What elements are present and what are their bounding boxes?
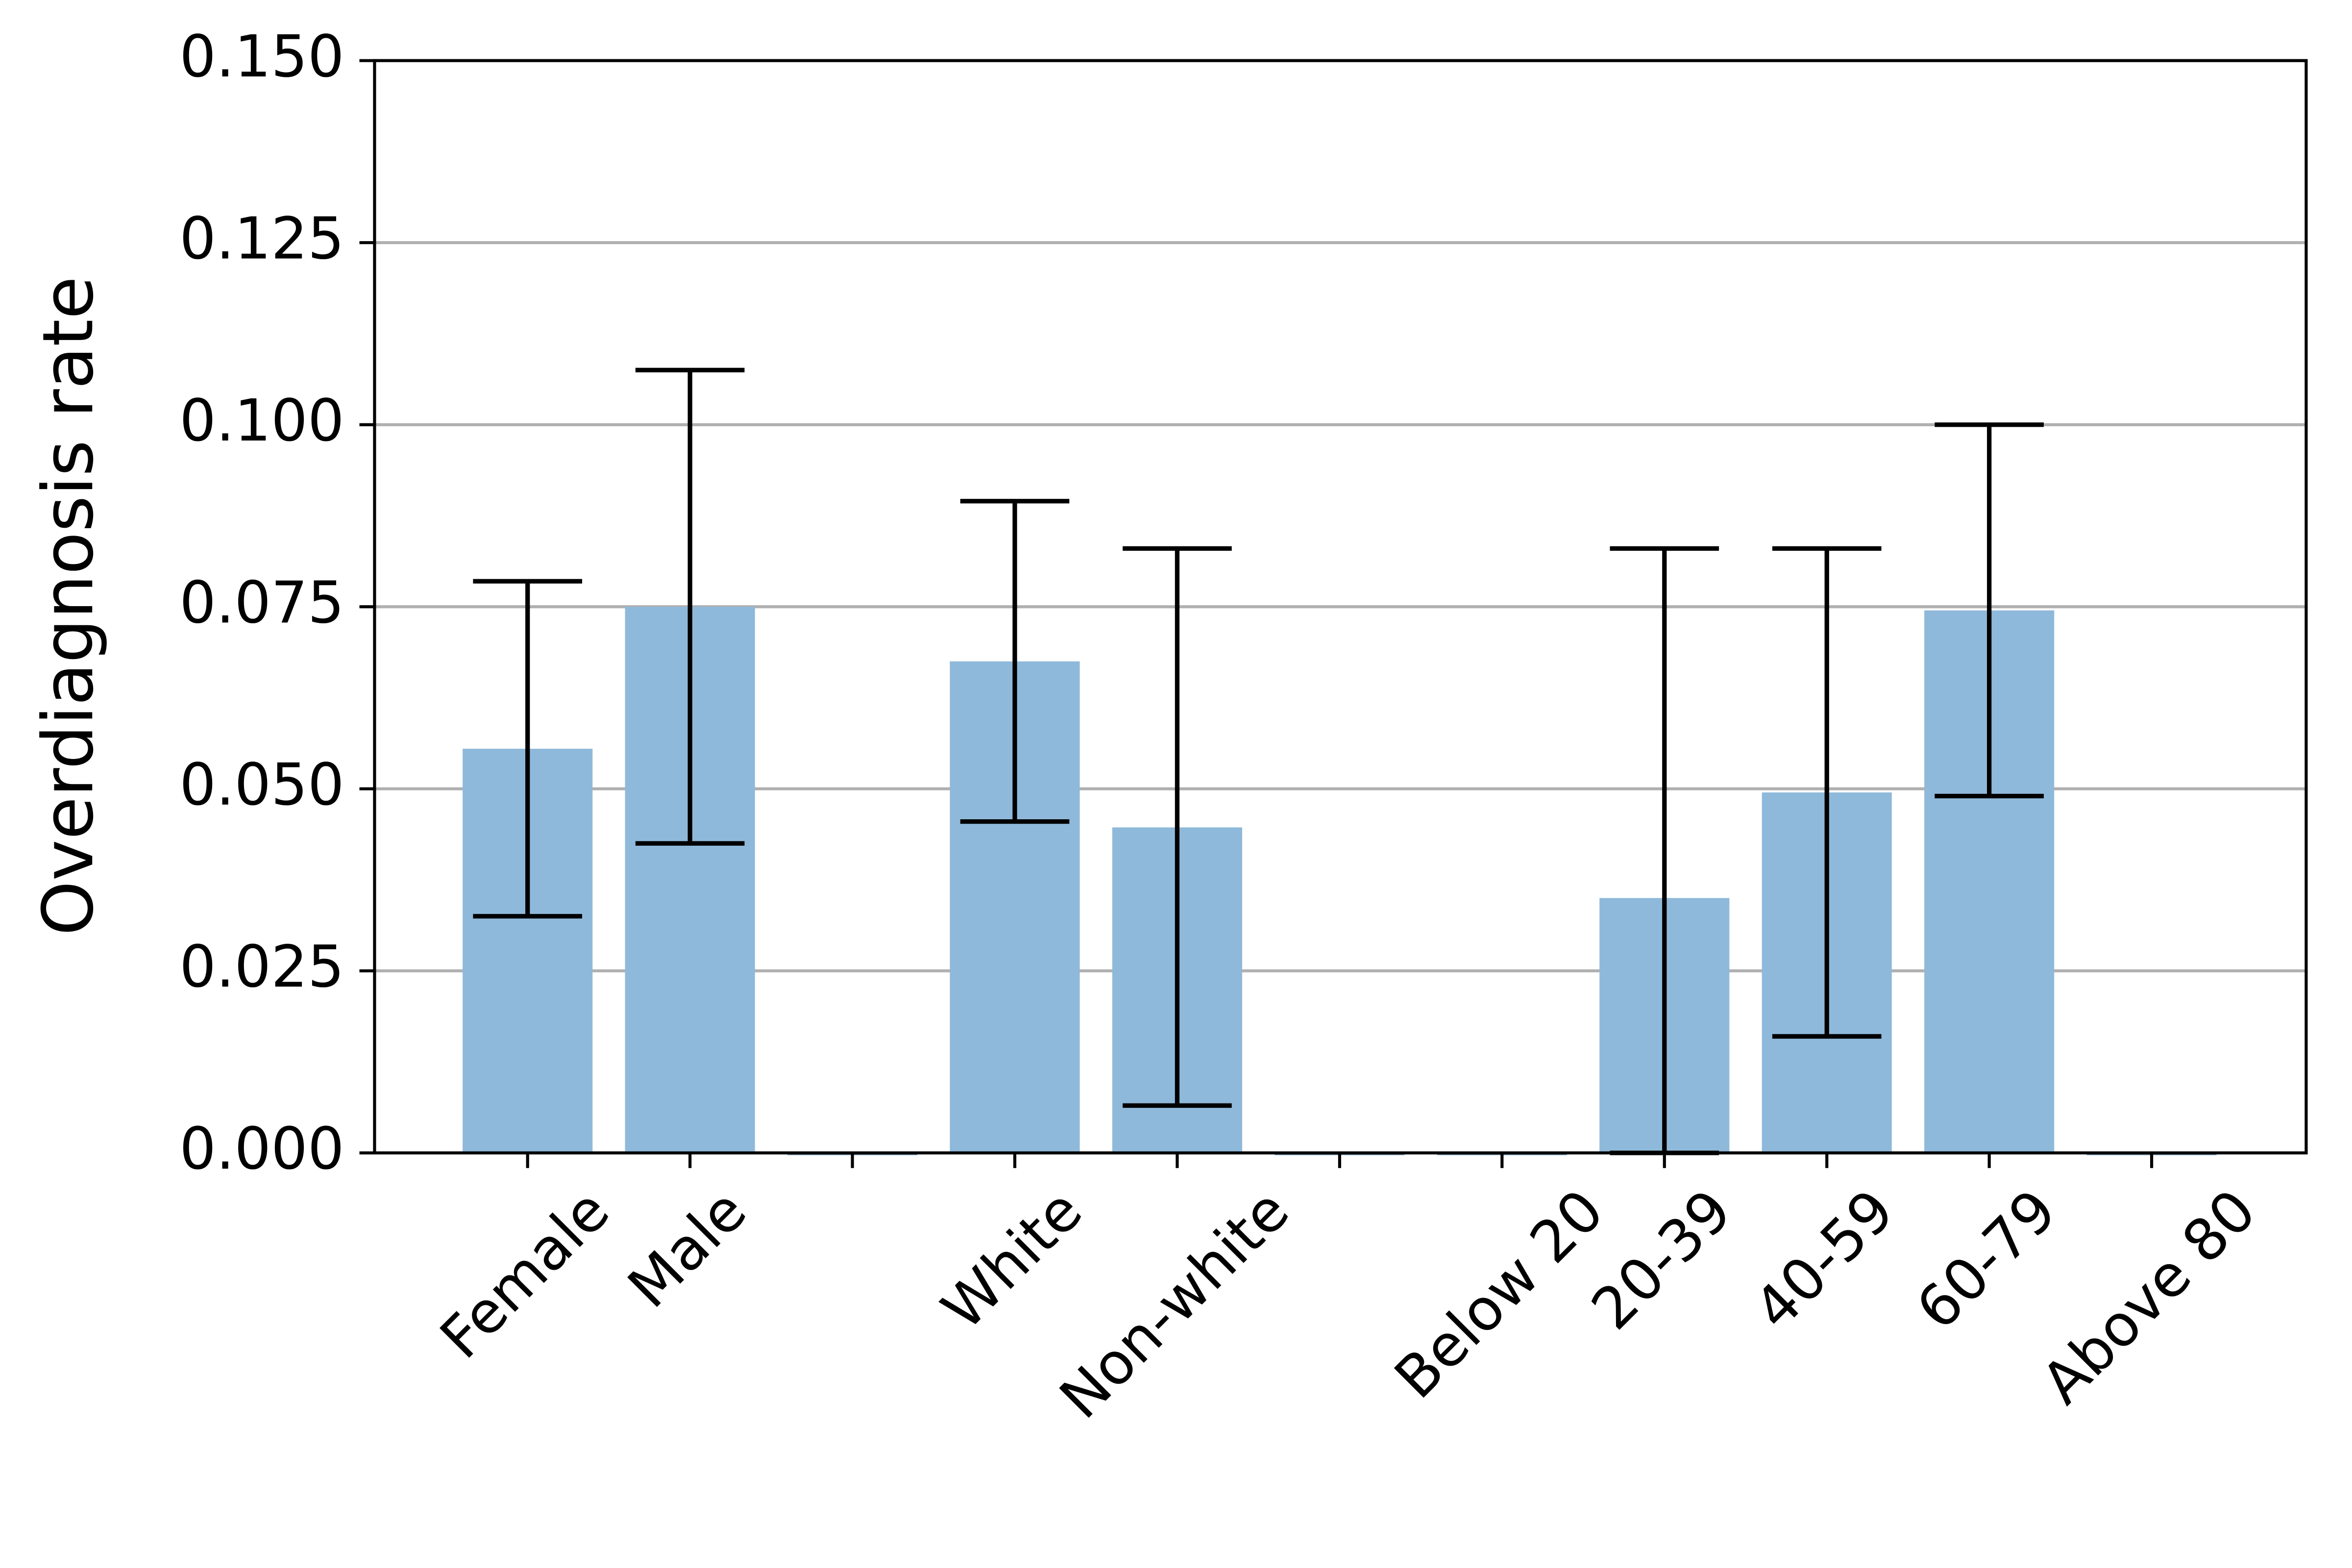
y-axis-label: Overdiagnosis rate	[27, 276, 109, 936]
y-tick-label: 0.050	[179, 751, 344, 818]
y-tick-label: 0.125	[179, 205, 344, 272]
plot-frame	[373, 59, 2308, 1154]
y-tick-label: 0.150	[179, 23, 344, 90]
y-tick-label: 0.025	[179, 933, 344, 1001]
y-tick-label: 0.075	[179, 569, 344, 636]
y-tick-label: 0.000	[179, 1115, 344, 1182]
y-tick-label: 0.100	[179, 387, 344, 454]
